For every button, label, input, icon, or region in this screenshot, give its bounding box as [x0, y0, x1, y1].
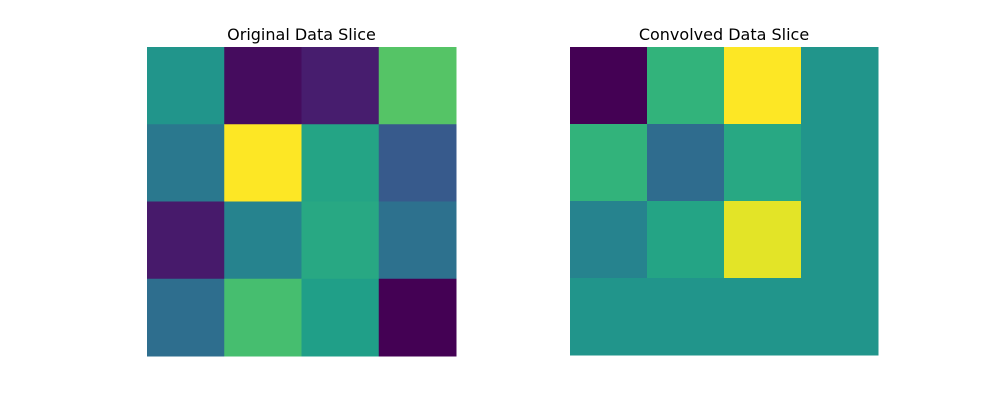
panel-original: Original Data Slice: [147, 25, 457, 357]
heatmap-cell: [147, 201, 225, 280]
heatmap-cell: [724, 278, 802, 356]
heatmap-cell: [378, 47, 457, 125]
heatmap-cell: [570, 47, 648, 125]
heatmap-cell: [647, 124, 725, 202]
heatmap-cell: [647, 47, 725, 125]
heatmap-cell: [647, 201, 725, 279]
heatmap-cell: [301, 124, 380, 202]
heatmap-cell: [801, 47, 879, 125]
heatmap-cell: [570, 278, 648, 356]
heatmap-cell: [724, 201, 802, 279]
chart-title: Original Data Slice: [227, 25, 376, 44]
heatmap-cell: [378, 201, 457, 280]
heatmap-cell: [301, 47, 380, 125]
heatmap-cell: [378, 278, 457, 357]
heatmap-cell: [570, 124, 648, 202]
heatmap-cell: [724, 47, 802, 125]
heatmap-cell: [801, 201, 879, 279]
heatmap-cell: [224, 201, 302, 280]
panel-convolved: Convolved Data Slice: [570, 25, 879, 356]
heatmap-cell: [224, 124, 302, 202]
heatmap-cells: [570, 47, 879, 356]
heatmap-cell: [224, 47, 302, 125]
heatmap-cell: [301, 201, 380, 280]
heatmap-cell: [647, 278, 725, 356]
heatmap-cell: [801, 278, 879, 356]
heatmap-cell: [147, 47, 225, 125]
heatmap-cells: [147, 47, 457, 357]
heatmap-cell: [570, 201, 648, 279]
heatmap-cell: [301, 278, 380, 357]
heatmap-cell: [378, 124, 457, 202]
heatmap-cell: [224, 278, 302, 357]
heatmap-cell: [147, 124, 225, 202]
heatmap-cell: [147, 278, 225, 357]
heatmap-cell: [724, 124, 802, 202]
heatmap-cell: [801, 124, 879, 202]
chart-title: Convolved Data Slice: [639, 25, 809, 44]
